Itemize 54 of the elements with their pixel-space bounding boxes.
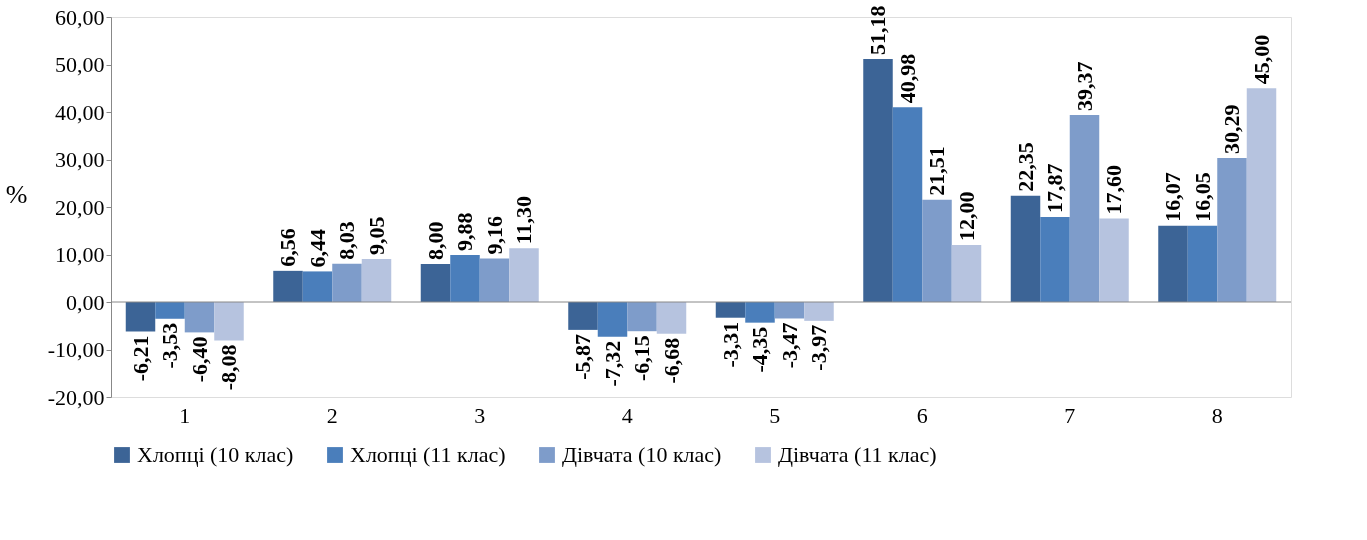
data-label: -7,32 <box>599 340 625 387</box>
data-label: 9,05 <box>363 216 389 256</box>
data-label: 16,05 <box>1189 172 1215 222</box>
data-label: 21,51 <box>924 146 949 196</box>
data-label: 17,60 <box>1101 164 1126 215</box>
data-label: 6,56 <box>275 228 300 267</box>
data-label: -3,97 <box>806 324 831 371</box>
x-tick-label: 8 <box>1211 402 1223 428</box>
y-tick-label: 50,00 <box>55 52 105 77</box>
data-label: 22,35 <box>1012 142 1038 192</box>
x-tick-label: 7 <box>1064 402 1076 428</box>
y-tick-label: 60,00 <box>55 4 105 30</box>
data-label: -5,87 <box>570 333 595 380</box>
data-label: 51,18 <box>865 5 890 55</box>
legend-label: Хлопці (10 клас) <box>137 442 294 467</box>
data-label: 8,03 <box>334 221 359 260</box>
y-tick-label: -10,00 <box>47 337 105 362</box>
data-label: 8,00 <box>422 221 448 260</box>
data-label: 40,98 <box>894 53 920 104</box>
data-label: -6,15 <box>629 335 654 382</box>
data-label: 45,00 <box>1248 34 1274 85</box>
data-label: 9,88 <box>452 212 477 252</box>
data-label: 39,37 <box>1071 61 1097 111</box>
data-label: -6,68 <box>658 337 684 384</box>
data-label: 9,16 <box>481 215 507 255</box>
y-axis-title: % <box>5 179 28 209</box>
y-tick-label: 40,00 <box>55 99 105 125</box>
y-tick-label: 30,00 <box>55 147 105 172</box>
data-label: -4,35 <box>747 326 772 373</box>
x-tick-label: 6 <box>916 402 928 428</box>
data-label: -3,47 <box>776 322 802 369</box>
x-tick-label: 5 <box>769 402 781 428</box>
data-label: -6,40 <box>186 336 212 383</box>
data-label: 11,30 <box>511 196 536 245</box>
x-tick-label: 1 <box>179 402 191 428</box>
x-tick-label: 4 <box>621 402 633 428</box>
legend-label: Дівчата (10 клас) <box>562 442 722 467</box>
data-label: 30,29 <box>1219 104 1244 155</box>
y-tick-label: 20,00 <box>55 194 105 220</box>
data-label: -3,31 <box>717 321 743 368</box>
x-tick-label: 2 <box>326 402 338 428</box>
data-label: 6,44 <box>304 228 330 268</box>
data-label: 17,87 <box>1042 163 1067 214</box>
data-label: 12,00 <box>953 191 979 241</box>
legend-label: Дівчата (11 клас) <box>778 442 937 467</box>
legend-label: Хлопці (11 клас) <box>350 442 506 467</box>
data-label: -3,53 <box>157 322 182 369</box>
data-label: -8,08 <box>216 344 241 391</box>
y-tick-label: -20,00 <box>47 384 105 410</box>
x-tick-label: 3 <box>474 402 486 428</box>
data-label: -6,21 <box>127 335 153 382</box>
y-tick-label: 10,00 <box>55 242 105 267</box>
data-label: 16,07 <box>1160 172 1185 222</box>
y-tick-label: 0,00 <box>66 289 105 315</box>
